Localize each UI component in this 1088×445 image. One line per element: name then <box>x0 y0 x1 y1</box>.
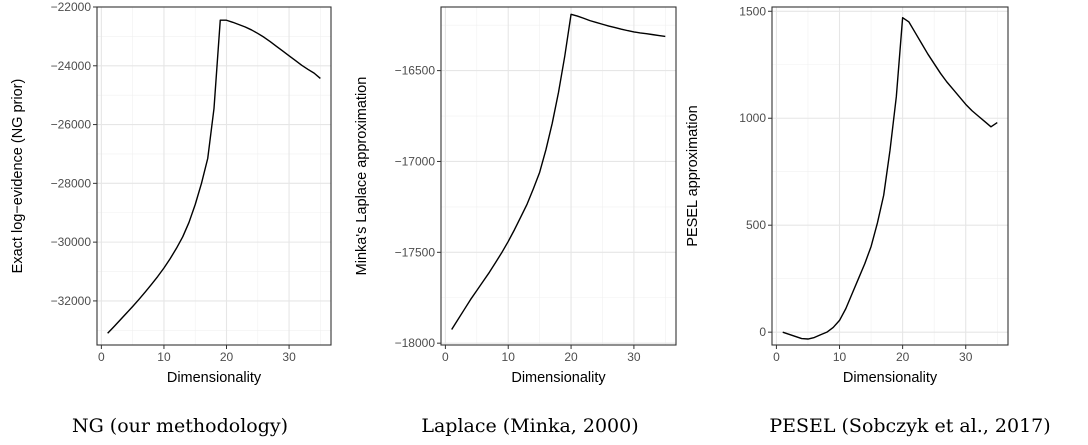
y-tick-label: −17500 <box>395 245 436 259</box>
x-tick-label: 0 <box>442 350 449 364</box>
y-tick-label: −32000 <box>51 294 92 308</box>
x-tick-label: 20 <box>896 350 910 364</box>
y-tick-label: 1000 <box>739 111 766 125</box>
y-tick-label: −24000 <box>51 59 92 73</box>
y-tick-label: −17000 <box>395 154 436 168</box>
y-axis-label: Minka's Laplace approximation <box>354 77 370 276</box>
y-tick-label: 0 <box>759 325 766 339</box>
x-tick-label: 20 <box>220 350 234 364</box>
series-line <box>782 17 998 340</box>
x-tick-label: 10 <box>833 350 847 364</box>
y-tick-label: 500 <box>746 218 766 232</box>
x-tick-label: 30 <box>959 350 973 364</box>
x-axis-label: Dimensionality <box>843 370 938 386</box>
panel-caption: PESEL (Sobczyk et al., 2017) <box>769 415 1050 437</box>
x-tick-label: 0 <box>773 350 780 364</box>
y-tick-label: −26000 <box>51 118 92 132</box>
y-axis-label: PESEL approximation <box>685 105 701 246</box>
panel-border <box>440 6 677 346</box>
y-tick-label: 1500 <box>739 4 766 18</box>
panel-border <box>96 6 332 346</box>
series-line <box>107 19 321 334</box>
chart-panel-1: 0 10 20 30 −32000 −30000 −28000 −26000 −24000 −22… <box>10 0 332 437</box>
x-tick-label: 30 <box>627 350 641 364</box>
series-line <box>451 13 666 330</box>
x-axis-label: Dimensionality <box>511 370 606 386</box>
chart-panel-2: 0 10 20 30 −18000 −17500 −17000 −16500 Dimension… <box>354 6 677 437</box>
x-tick-label: 0 <box>98 350 105 364</box>
y-tick-label: −18000 <box>395 336 436 350</box>
x-tick-label: 10 <box>157 350 171 364</box>
x-tick-label: 30 <box>282 350 296 364</box>
x-axis-label: Dimensionality <box>167 370 262 386</box>
x-tick-label: 20 <box>564 350 578 364</box>
y-axis-label: Exact log−evidence (NG prior) <box>10 79 26 274</box>
chart-panel-3: 0 10 20 30 0 500 1000 1500 Dimensionality PESEL a… <box>685 4 1051 437</box>
panel-caption: Laplace (Minka, 2000) <box>421 415 638 437</box>
panel-border <box>771 6 1009 346</box>
panel-caption: NG (our methodology) <box>72 415 288 437</box>
y-tick-label: −22000 <box>51 0 92 14</box>
y-tick-label: −16500 <box>395 64 436 78</box>
y-tick-label: −28000 <box>51 176 92 190</box>
x-tick-label: 10 <box>502 350 516 364</box>
y-tick-label: −30000 <box>51 235 92 249</box>
